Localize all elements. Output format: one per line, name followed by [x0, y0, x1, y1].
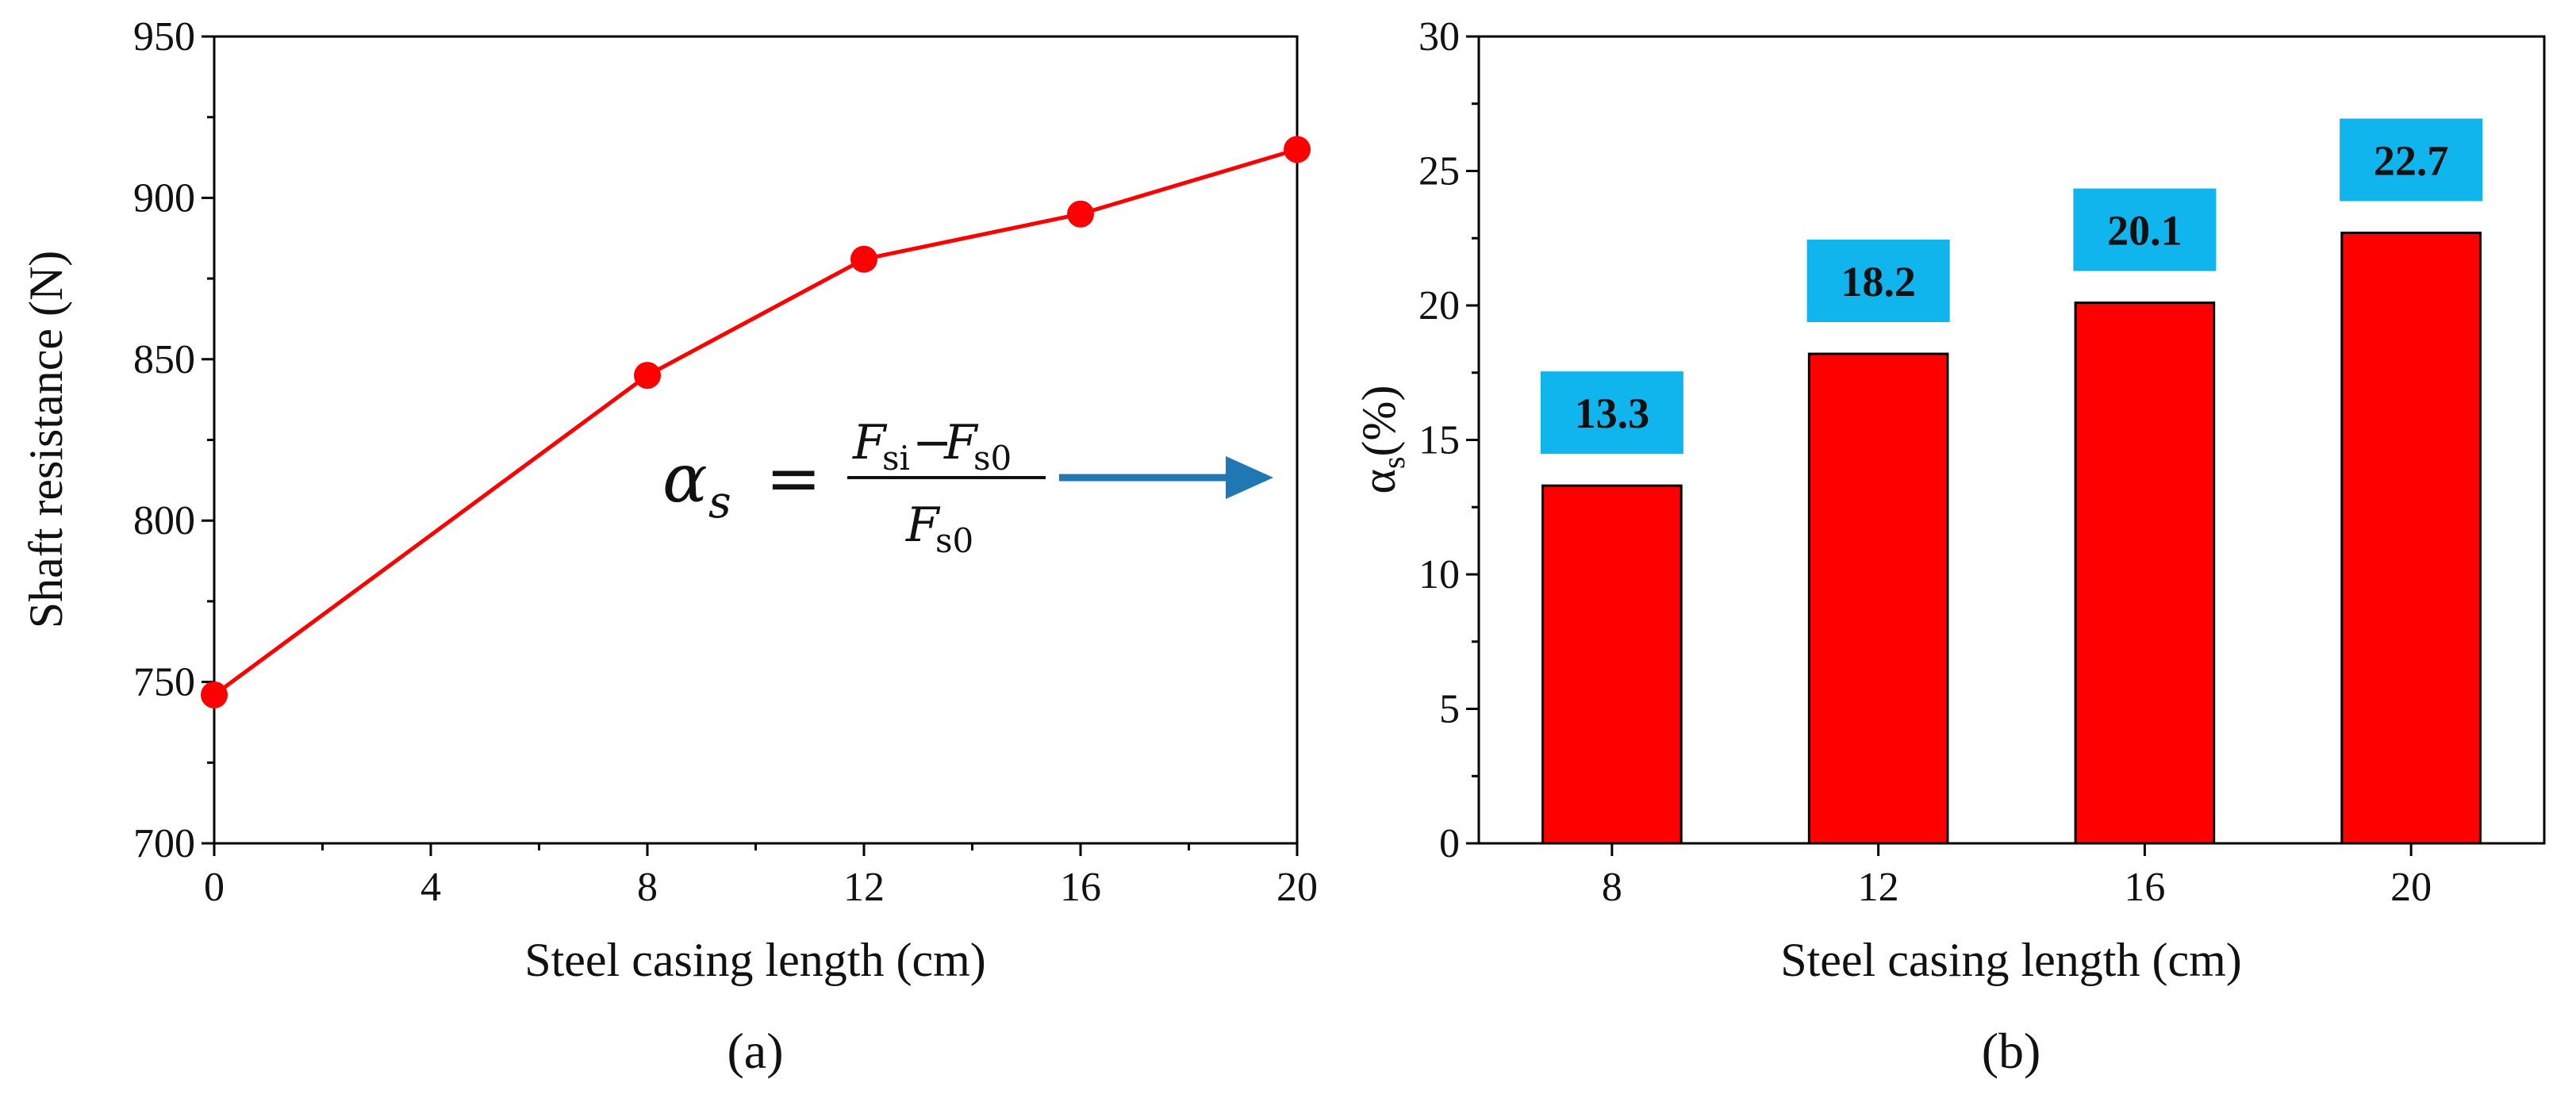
panel-a-series-line [213, 147, 1298, 697]
panel-b-y-label-alpha: α [1353, 469, 1405, 493]
panel-a-x-tick-label: 0 [204, 865, 225, 910]
panel-a-y-ticks: 700 750 800 850 900 950 [133, 14, 214, 866]
panel-b-x-axis-label: Steel casing length (cm) [1780, 934, 2241, 986]
panel-a-x-ticks: 0 4 8 12 16 20 [204, 843, 1318, 910]
panel-b-value-label-box [1806, 240, 1950, 323]
panel-a-y-tick-label: 950 [133, 14, 195, 60]
panel-a-data-point [634, 362, 661, 390]
formula-num-a: F [852, 415, 888, 470]
panel-b-bar [2074, 301, 2216, 845]
panel-a-x-tick-label: 4 [420, 865, 441, 910]
panel-b-y-axis-label: αs(%) [1353, 386, 1411, 494]
formula-den-sub: s0 [935, 521, 973, 560]
panel-b-y-tick-label: 30 [1419, 14, 1460, 60]
panel-b-value-label: 22.7 [2374, 136, 2449, 184]
panel-b-x-ticks: 8 12 16 20 [1602, 843, 2432, 910]
panel-a-data-point [1067, 200, 1094, 228]
panel-a-y-tick-label: 750 [133, 660, 195, 705]
formula-alpha: α [662, 440, 708, 517]
panel-b-value-label-box [2073, 188, 2217, 271]
panel-b-y-ticks: 0 5 10 15 20 25 30 [1419, 14, 1479, 866]
panel-a-data-point [1284, 136, 1311, 163]
panel-b-y-tick-label: 5 [1439, 687, 1460, 732]
panel-b-value-label-box [2340, 118, 2483, 202]
panel-a-x-axis-label: Steel casing length (cm) [524, 934, 985, 986]
panel-b-bar [1541, 484, 1683, 845]
panel-a-y-axis-label: Shaft resistance (N) [20, 251, 72, 628]
panel-a-y-tick-label: 900 [133, 175, 195, 221]
panel-b-x-tick-label: 8 [1602, 865, 1622, 910]
formula-num-b-sub: s0 [973, 439, 1012, 478]
formula-minus: − [912, 415, 952, 470]
panel-b-bar-chart: 0 5 10 15 20 25 30 8 12 16 20 13.3 18.2 20.1 22.7 St… [1353, 14, 2546, 1079]
formula-num-a-sub: si [882, 439, 910, 478]
panel-b-value-labels: 13.3 18.2 20.1 22.7 [1540, 118, 2483, 455]
panel-b-bar [2340, 231, 2482, 845]
panel-b-y-label-sub: s [1376, 456, 1411, 469]
panel-b-y-tick-label: 0 [1439, 821, 1460, 866]
formula-equals: = [766, 440, 821, 517]
panel-a-y-tick-label: 700 [133, 821, 195, 866]
formula-annotation: α s = F si − F s0 F s0 [662, 415, 1273, 560]
panel-b-y-label-unit: (%) [1353, 386, 1405, 457]
panel-b-bars [1541, 231, 2482, 845]
panel-a-label: (a) [727, 1023, 783, 1079]
panel-b-y-tick-label: 20 [1419, 283, 1460, 328]
formula-alpha-sub: s [708, 477, 731, 528]
formula-den: F [905, 497, 941, 553]
formula-arrow-head [1226, 456, 1273, 499]
panel-a-y-tick-label: 800 [133, 498, 195, 543]
panel-b-bar [1807, 352, 1949, 845]
formula-num-b: F [943, 415, 979, 470]
svg-text:αs(%): αs(%) [1353, 386, 1411, 494]
panel-b-y-tick-label: 10 [1419, 552, 1460, 597]
panel-b-label: (b) [1982, 1023, 2041, 1079]
panel-b-value-label: 18.2 [1841, 258, 1916, 305]
panel-a-plot-frame [213, 35, 1299, 845]
panel-b-x-tick-label: 20 [2390, 865, 2432, 910]
panel-a-line-chart: 0 4 8 12 16 20 700 750 800 850 900 950 Steel casin… [20, 14, 1318, 1079]
panel-a-x-tick-label: 12 [843, 865, 885, 910]
panel-a-x-tick-label: 20 [1276, 865, 1318, 910]
panel-a-data-point [201, 681, 228, 708]
panel-b-x-tick-label: 16 [2124, 865, 2165, 910]
panel-b-value-label: 13.3 [1575, 390, 1650, 437]
panel-b-value-label: 20.1 [2107, 207, 2182, 255]
panel-b-y-tick-label: 15 [1419, 418, 1460, 463]
panel-a-data-point [850, 245, 877, 273]
panel-a-data-points [201, 136, 1311, 708]
panel-b-value-label-box [1540, 371, 1683, 455]
panel-b-x-tick-label: 12 [1858, 865, 1899, 910]
panel-a-y-tick-label: 850 [133, 337, 195, 382]
panel-b-y-tick-label: 25 [1419, 149, 1460, 194]
panel-a-x-tick-label: 8 [637, 865, 658, 910]
panel-a-x-tick-label: 16 [1060, 865, 1101, 910]
